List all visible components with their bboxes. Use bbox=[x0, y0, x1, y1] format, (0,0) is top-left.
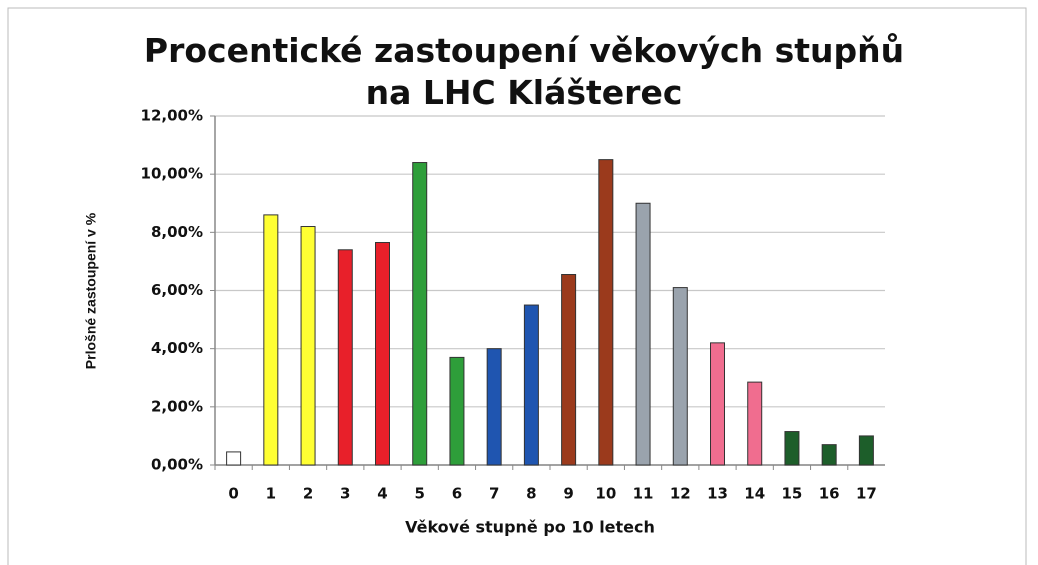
y-tick-label: 4,00% bbox=[151, 339, 203, 357]
x-tick-label: 6 bbox=[452, 485, 462, 503]
bar bbox=[747, 381, 763, 466]
x-tick-label: 3 bbox=[340, 485, 350, 503]
bar bbox=[486, 348, 502, 466]
bar bbox=[821, 444, 837, 466]
x-tick-label: 13 bbox=[707, 485, 728, 503]
bar bbox=[226, 451, 242, 466]
y-tick-label: 6,00% bbox=[151, 281, 203, 299]
bar bbox=[858, 435, 874, 466]
bar bbox=[672, 287, 688, 466]
x-tick-label: 16 bbox=[819, 485, 840, 503]
x-tick-label: 17 bbox=[856, 485, 877, 503]
x-axis-label: Věkové stupně po 10 letech bbox=[405, 518, 655, 537]
x-tick-label: 7 bbox=[489, 485, 499, 503]
bar bbox=[635, 202, 651, 466]
bar bbox=[449, 356, 465, 466]
y-tick-label: 12,00% bbox=[141, 107, 203, 125]
bar bbox=[710, 342, 725, 466]
x-tick-label: 5 bbox=[415, 485, 425, 503]
y-tick-label: 0,00% bbox=[151, 456, 203, 474]
x-tick-label: 0 bbox=[228, 485, 238, 503]
bar bbox=[561, 274, 577, 466]
bar bbox=[598, 159, 614, 466]
x-tick-label: 8 bbox=[526, 485, 536, 503]
x-tick-label: 10 bbox=[595, 485, 616, 503]
x-tick-label: 1 bbox=[266, 485, 276, 503]
chart-frame bbox=[7, 7, 1027, 565]
y-tick-label: 8,00% bbox=[151, 223, 203, 241]
y-tick-label: 2,00% bbox=[151, 397, 203, 415]
x-tick-label: 15 bbox=[782, 485, 803, 503]
bar bbox=[300, 226, 316, 466]
y-tick-label: 10,00% bbox=[141, 165, 203, 183]
y-axis-label: Prlošné zastoupení v % bbox=[83, 212, 99, 369]
bar bbox=[337, 249, 353, 466]
x-tick-label: 14 bbox=[744, 485, 765, 503]
x-tick-label: 11 bbox=[633, 485, 654, 503]
x-tick-label: 12 bbox=[670, 485, 691, 503]
x-tick-label: 4 bbox=[377, 485, 387, 503]
x-tick-label: 2 bbox=[303, 485, 313, 503]
bar bbox=[523, 304, 539, 466]
bar bbox=[375, 242, 390, 466]
chart-title: Procentické zastoupení věkových stupňů n… bbox=[143, 31, 905, 112]
bar bbox=[412, 162, 428, 466]
bar bbox=[263, 214, 279, 466]
x-tick-label: 9 bbox=[563, 485, 573, 503]
bar bbox=[784, 431, 800, 466]
